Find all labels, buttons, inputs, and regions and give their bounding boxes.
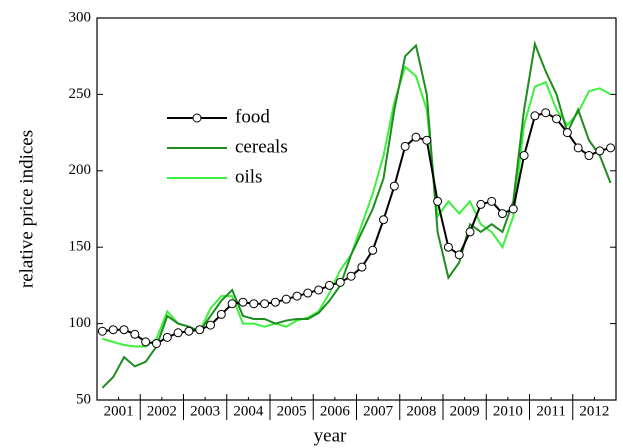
point [411,132,421,142]
legend-label: food [235,106,270,127]
x-tick-label: 2008 [406,403,436,419]
point [130,329,140,339]
point [97,326,107,336]
y-tick-label: 200 [69,162,92,178]
x-tick-label: 2001 [104,403,134,419]
point [454,250,464,260]
point [216,309,226,319]
point [443,242,453,252]
point [508,204,518,214]
x-tick-label: 2009 [450,403,480,419]
point [497,209,507,219]
point [562,128,572,138]
series-line [102,65,612,348]
y-tick-label: 150 [69,239,92,255]
point [573,143,583,153]
x-tick-label: 2012 [579,403,609,419]
y-tick-label: 250 [69,86,92,102]
point [400,141,410,151]
x-tick-label: 2003 [190,403,220,419]
series-line [101,40,612,389]
point [519,151,529,161]
point [368,245,378,255]
point [476,199,486,209]
point [238,297,248,307]
point [465,227,475,237]
point [487,196,497,206]
point [324,280,334,290]
point [433,196,443,206]
point [184,326,194,336]
point [584,151,594,161]
point [595,146,605,156]
point [249,299,259,309]
legend-label: oils [235,166,262,187]
point [119,325,129,335]
point [346,271,356,281]
point [389,181,399,191]
x-tick-label: 2010 [493,403,523,419]
legend-label: cereals [235,136,288,157]
x-tick-label: 2004 [233,403,264,419]
y-tick-label: 50 [76,391,91,407]
point [281,294,291,304]
point [335,277,345,287]
x-axis-label: year [314,425,347,446]
plot-frame [96,17,617,401]
point [314,285,324,295]
x-tick-label: 2002 [147,403,177,419]
x-tick-label: 2011 [536,403,565,419]
x-tick-label: 2006 [320,403,351,419]
point [206,320,216,330]
point [162,332,172,342]
point [422,135,432,145]
point [530,111,540,121]
point [303,288,313,298]
y-axis-label: relative price indices [16,130,37,288]
point [606,143,616,153]
point [195,325,205,335]
point [541,108,551,118]
y-tick-label: 300 [69,9,92,25]
legend-marker [192,113,202,123]
point [379,215,389,225]
x-tick-label: 2005 [277,403,307,419]
y-tick-label: 100 [69,315,92,331]
x-tick-label: 2007 [363,403,394,419]
point [292,291,302,301]
point [227,299,237,309]
point [108,325,118,335]
point [357,262,367,272]
point [173,328,183,338]
point [141,337,151,347]
point [260,299,270,309]
point [270,297,280,307]
point [552,114,562,124]
point [151,338,161,348]
